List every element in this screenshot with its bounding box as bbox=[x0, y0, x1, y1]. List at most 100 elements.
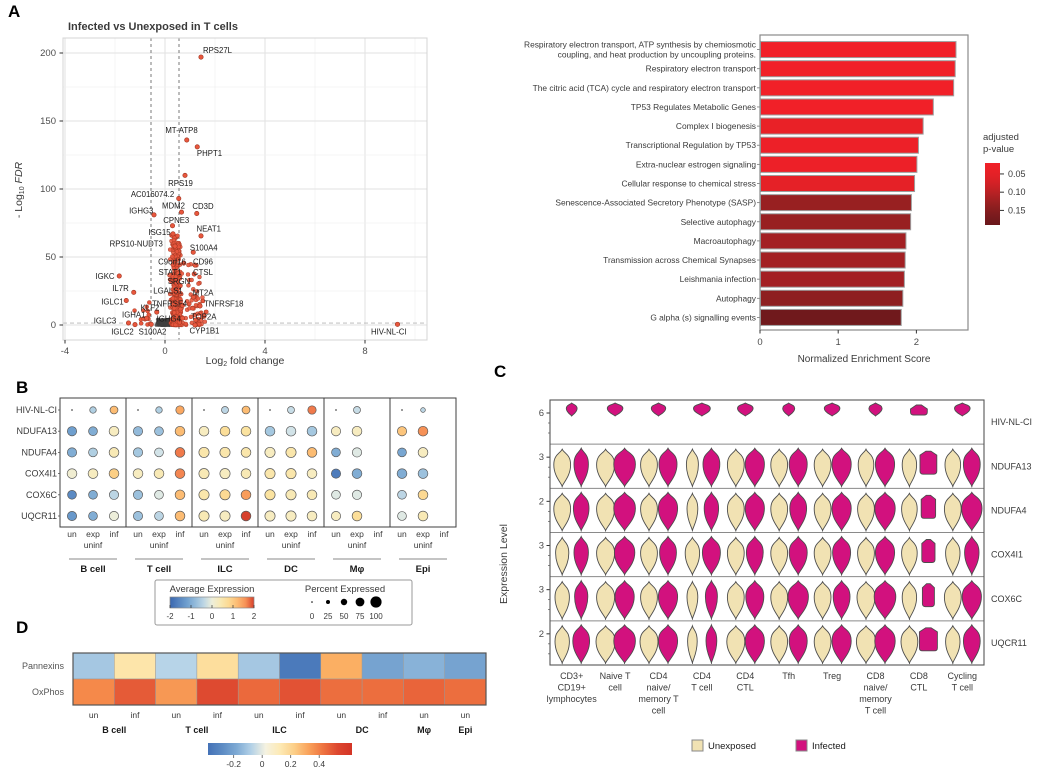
svg-text:Respiratory electron transport: Respiratory electron transport bbox=[646, 64, 757, 74]
svg-text:NDUFA4: NDUFA4 bbox=[991, 505, 1027, 515]
svg-text:Respiratory electron transport: Respiratory electron transport, ATP synt… bbox=[524, 40, 756, 50]
svg-text:S100A4: S100A4 bbox=[190, 244, 218, 253]
svg-text:RPS10-NUDT3: RPS10-NUDT3 bbox=[110, 240, 163, 249]
svg-text:-4: -4 bbox=[61, 346, 69, 357]
svg-text:uninf: uninf bbox=[348, 540, 367, 550]
svg-text:Mφ: Mφ bbox=[350, 564, 365, 575]
svg-text:IGLC1: IGLC1 bbox=[101, 297, 124, 306]
svg-text:DC: DC bbox=[284, 564, 298, 575]
volcano-svg: RPS27L MT-ATP8 PHPT1 RPS19 AC016074.2 IGHG3 MD… bbox=[13, 21, 428, 368]
panel-label-d: D bbox=[16, 618, 29, 637]
svg-text:50: 50 bbox=[45, 252, 56, 263]
svg-text:HIV-NL-CI: HIV-NL-CI bbox=[371, 327, 407, 336]
svg-text:75: 75 bbox=[356, 612, 365, 621]
svg-text:Complex I biogenesis: Complex I biogenesis bbox=[676, 121, 756, 131]
svg-text:STAT1: STAT1 bbox=[158, 268, 181, 277]
svg-text:IGLC3: IGLC3 bbox=[94, 316, 117, 325]
svg-text:SRGN: SRGN bbox=[168, 277, 191, 286]
svg-text:Tfh: Tfh bbox=[782, 671, 795, 681]
svg-text:RPS27L: RPS27L bbox=[203, 46, 233, 55]
svg-text:Autophagy: Autophagy bbox=[716, 293, 757, 303]
svg-text:IGHG3: IGHG3 bbox=[129, 206, 153, 215]
svg-text:naive/: naive/ bbox=[863, 683, 888, 693]
svg-text:uninf: uninf bbox=[414, 540, 433, 550]
svg-text:uninf: uninf bbox=[282, 540, 301, 550]
svg-text:exp: exp bbox=[218, 529, 232, 539]
enrichment-bar-chart: Respiratory electron transport, ATP synt… bbox=[430, 15, 1061, 375]
svg-text:0: 0 bbox=[210, 612, 215, 621]
svg-text:0.15: 0.15 bbox=[1008, 205, 1026, 215]
violin-svg: 6 HIV-NL-CI 3 NDUFA13 2 NDUFA4 3 COX4I1 3 COX6C 2 U… bbox=[498, 399, 1032, 752]
svg-text:CD4: CD4 bbox=[649, 671, 667, 681]
svg-text:0.4: 0.4 bbox=[313, 759, 325, 768]
dotplot-svg: HIV-NL-CI NDUFA13 NDUFA4 COX4I1 COX6C UQCR11 u… bbox=[16, 397, 457, 626]
svg-text:OxPhos: OxPhos bbox=[32, 687, 65, 697]
svg-text:un: un bbox=[461, 710, 471, 720]
svg-text:ILC: ILC bbox=[272, 725, 287, 735]
svg-text:inf: inf bbox=[176, 529, 186, 539]
svg-text:Infected vs Unexposed in T cel: Infected vs Unexposed in T cells bbox=[68, 21, 238, 33]
svg-text:un: un bbox=[89, 710, 99, 720]
svg-text:un: un bbox=[337, 710, 347, 720]
svg-text:un: un bbox=[254, 710, 264, 720]
svg-text:CD19+: CD19+ bbox=[558, 683, 586, 693]
violin-plot: 6 HIV-NL-CI 3 NDUFA13 2 NDUFA4 3 COX4I1 3 COX6C 2 U… bbox=[490, 368, 1061, 768]
svg-text:B cell: B cell bbox=[102, 725, 126, 735]
svg-text:CYP1B1: CYP1B1 bbox=[190, 327, 220, 336]
svg-text:Log2 fold change: Log2 fold change bbox=[206, 355, 285, 368]
panel-label-a: A bbox=[8, 2, 21, 21]
svg-text:2: 2 bbox=[252, 612, 257, 621]
svg-text:MT2A: MT2A bbox=[193, 289, 215, 298]
svg-text:-1: -1 bbox=[187, 612, 195, 621]
svg-text:MT-ATP8: MT-ATP8 bbox=[165, 126, 197, 135]
svg-text:memory: memory bbox=[859, 694, 892, 704]
svg-text:Transcriptional Regulation by: Transcriptional Regulation by TP53 bbox=[626, 140, 757, 150]
svg-text:NDUFA13: NDUFA13 bbox=[16, 426, 57, 436]
svg-text:0.10: 0.10 bbox=[1008, 187, 1026, 197]
svg-text:3: 3 bbox=[539, 585, 544, 596]
svg-text:50: 50 bbox=[340, 612, 349, 621]
svg-text:Unexposed: Unexposed bbox=[708, 741, 756, 752]
module-heatmap: Pannexins OxPhos un inf un inf un inf un inf un un B… bbox=[0, 615, 500, 768]
svg-text:CTL: CTL bbox=[737, 683, 754, 693]
svg-text:cell: cell bbox=[608, 683, 622, 693]
svg-text:un: un bbox=[133, 529, 143, 539]
svg-text:exp: exp bbox=[350, 529, 364, 539]
svg-text:2: 2 bbox=[914, 337, 919, 348]
svg-text:HIV-NL-CI: HIV-NL-CI bbox=[16, 405, 57, 415]
svg-text:un: un bbox=[331, 529, 341, 539]
svg-text:inf: inf bbox=[296, 710, 306, 720]
svg-text:lymphocytes: lymphocytes bbox=[547, 694, 598, 704]
svg-text:un: un bbox=[172, 710, 182, 720]
svg-text:RPS19: RPS19 bbox=[168, 179, 193, 188]
svg-text:Treg: Treg bbox=[823, 671, 841, 681]
svg-text:100: 100 bbox=[369, 612, 383, 621]
svg-text:1: 1 bbox=[231, 612, 236, 621]
svg-text:un: un bbox=[419, 710, 429, 720]
svg-text:inf: inf bbox=[440, 529, 450, 539]
svg-text:TP53 Regulates Metabolic Genes: TP53 Regulates Metabolic Genes bbox=[631, 102, 756, 112]
svg-text:memory T: memory T bbox=[638, 694, 679, 704]
svg-text:COX6C: COX6C bbox=[991, 594, 1023, 604]
svg-text:exp: exp bbox=[284, 529, 298, 539]
svg-text:CD8: CD8 bbox=[866, 671, 884, 681]
svg-text:0: 0 bbox=[51, 320, 56, 331]
svg-text:Mφ: Mφ bbox=[417, 725, 431, 735]
svg-text:T cell: T cell bbox=[185, 725, 208, 735]
svg-text:un: un bbox=[265, 529, 275, 539]
svg-text:3: 3 bbox=[539, 541, 544, 552]
svg-text:inf: inf bbox=[110, 529, 120, 539]
svg-text:uninf: uninf bbox=[150, 540, 169, 550]
svg-text:8: 8 bbox=[362, 346, 367, 357]
svg-text:inf: inf bbox=[130, 710, 140, 720]
svg-text:IGLC2: IGLC2 bbox=[111, 327, 134, 336]
svg-text:-0.2: -0.2 bbox=[226, 759, 241, 768]
svg-text:inf: inf bbox=[374, 529, 384, 539]
svg-text:0: 0 bbox=[757, 337, 762, 348]
svg-text:CD96: CD96 bbox=[193, 257, 213, 266]
svg-text:G alpha (s) signalling events: G alpha (s) signalling events bbox=[650, 312, 756, 322]
svg-text:IGHA1: IGHA1 bbox=[122, 310, 145, 319]
svg-text:Epi: Epi bbox=[458, 725, 472, 735]
enrichment-svg: Respiratory electron transport, ATP synt… bbox=[524, 34, 1026, 365]
